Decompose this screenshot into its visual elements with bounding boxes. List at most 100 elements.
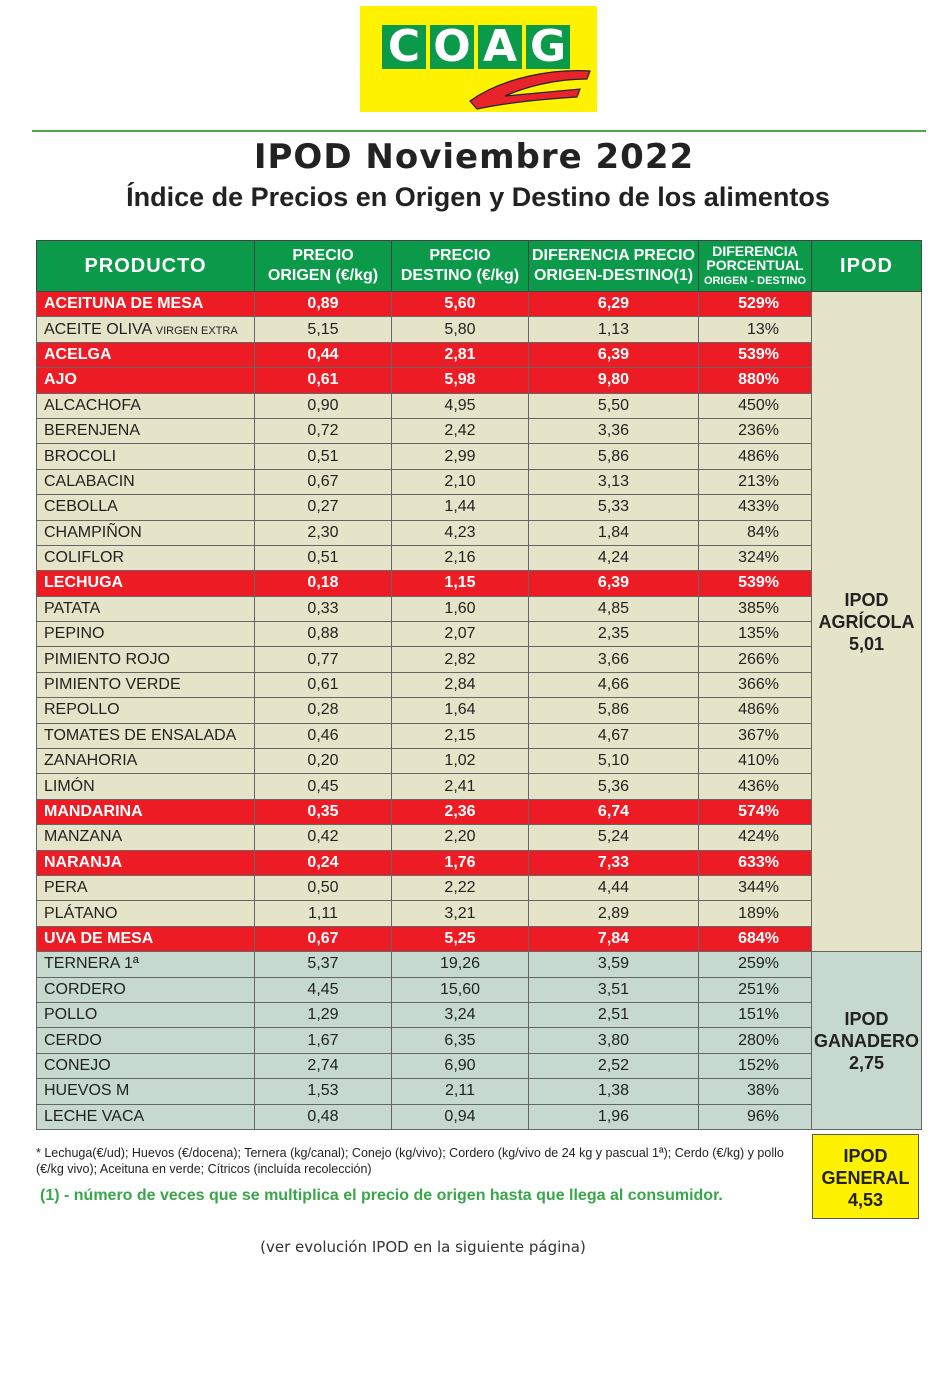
ipod-general-box: IPOD GENERAL 4,53 bbox=[812, 1134, 919, 1219]
table-row: CEBOLLA 0,27 1,44 5,33 433% bbox=[36, 494, 922, 521]
cell-diferencia: 1,13 bbox=[528, 316, 699, 343]
table-row: LIMÓN 0,45 2,41 5,36 436% bbox=[36, 773, 922, 800]
cell-diferencia: 5,86 bbox=[528, 443, 699, 470]
cell-origen: 1,53 bbox=[254, 1078, 392, 1105]
cell-diferencia: 6,39 bbox=[528, 570, 699, 597]
table-row: UVA DE MESA 0,67 5,25 7,84 684% bbox=[36, 925, 922, 953]
cell-origen: 0,27 bbox=[254, 494, 392, 521]
cell-diferencia: 5,33 bbox=[528, 494, 699, 521]
cell-porcentual: 213% bbox=[698, 468, 812, 496]
cell-origen: 0,77 bbox=[254, 646, 392, 673]
cell-origen: 2,74 bbox=[254, 1052, 392, 1080]
cell-producto: BROCOLI bbox=[36, 443, 255, 470]
header-origen: PRECIO ORIGEN (€/kg) bbox=[254, 240, 392, 292]
cell-producto: TERNERA 1ª bbox=[36, 951, 255, 978]
cell-origen: 0,20 bbox=[254, 748, 392, 775]
table-row: COLIFLOR 0,51 2,16 4,24 324% bbox=[36, 544, 922, 572]
table-row: MANDARINA 0,35 2,36 6,74 574% bbox=[36, 798, 922, 826]
table-row: TOMATES DE ENSALADA 0,46 2,15 4,67 367% bbox=[36, 722, 922, 750]
cell-porcentual: 450% bbox=[698, 392, 812, 419]
cell-destino: 4,95 bbox=[391, 392, 529, 419]
cell-producto: PIMIENTO ROJO bbox=[36, 646, 255, 673]
cell-diferencia: 5,50 bbox=[528, 392, 699, 419]
cell-destino: 6,90 bbox=[391, 1052, 529, 1080]
table-row: MANZANA 0,42 2,20 5,24 424% bbox=[36, 824, 922, 851]
cell-porcentual: 424% bbox=[698, 824, 812, 851]
cell-origen: 0,61 bbox=[254, 367, 392, 394]
cell-destino: 3,24 bbox=[391, 1001, 529, 1029]
page-subtitle: Índice de Precios en Origen y Destino de… bbox=[126, 182, 830, 212]
cell-destino: 2,81 bbox=[391, 341, 529, 369]
cell-destino: 2,82 bbox=[391, 646, 529, 673]
cell-producto: ACEITUNA DE MESA bbox=[36, 290, 255, 318]
cell-destino: 3,21 bbox=[391, 900, 529, 927]
table-row: CALABACIN 0,67 2,10 3,13 213% bbox=[36, 468, 922, 496]
table-row: PEPINO 0,88 2,07 2,35 135% bbox=[36, 621, 922, 648]
table-row: PLÁTANO 1,11 3,21 2,89 189% bbox=[36, 900, 922, 927]
cell-diferencia: 1,96 bbox=[528, 1103, 699, 1130]
cell-origen: 0,51 bbox=[254, 544, 392, 572]
cell-origen: 5,15 bbox=[254, 316, 392, 343]
cell-producto: LIMÓN bbox=[36, 773, 255, 800]
cell-porcentual: 280% bbox=[698, 1027, 812, 1054]
cell-producto: REPOLLO bbox=[36, 697, 255, 724]
cell-diferencia: 2,51 bbox=[528, 1001, 699, 1029]
table-row: LECHE VACA 0,48 0,94 1,96 96% bbox=[36, 1103, 922, 1130]
footnote: (1) - número de veces que se multiplica … bbox=[40, 1187, 723, 1204]
cell-porcentual: 324% bbox=[698, 544, 812, 572]
cell-producto: CORDERO bbox=[36, 976, 255, 1003]
cell-producto: ZANAHORIA bbox=[36, 748, 255, 775]
cell-diferencia: 1,84 bbox=[528, 519, 699, 546]
cell-destino: 15,60 bbox=[391, 976, 529, 1003]
cell-destino: 4,23 bbox=[391, 519, 529, 546]
header-producto: PRODUCTO bbox=[36, 240, 255, 292]
cell-destino: 2,84 bbox=[391, 671, 529, 699]
cell-diferencia: 3,51 bbox=[528, 976, 699, 1003]
cell-origen: 0,18 bbox=[254, 570, 392, 597]
cell-destino: 2,11 bbox=[391, 1078, 529, 1105]
cell-producto: CERDO bbox=[36, 1027, 255, 1054]
table-row: PATATA 0,33 1,60 4,85 385% bbox=[36, 595, 922, 623]
header-ipod: IPOD bbox=[811, 240, 922, 292]
cell-origen: 0,51 bbox=[254, 443, 392, 470]
cell-porcentual: 259% bbox=[698, 951, 812, 978]
header-porcentual: DIFERENCIA PORCENTUAL ORIGEN - DESTINO bbox=[698, 240, 812, 292]
cell-porcentual: 436% bbox=[698, 773, 812, 800]
cell-origen: 0,67 bbox=[254, 468, 392, 496]
cell-porcentual: 84% bbox=[698, 519, 812, 546]
cell-diferencia: 4,66 bbox=[528, 671, 699, 699]
table-row: ACELGA 0,44 2,81 6,39 539% bbox=[36, 341, 922, 369]
general-label: IPOD bbox=[843, 1146, 888, 1166]
cell-destino: 5,80 bbox=[391, 316, 529, 343]
units-note: * Lechuga(€/ud); Huevos (€/docena); Tern… bbox=[36, 1146, 784, 1176]
table-row: TERNERA 1ª 5,37 19,26 3,59 259% IPOD GANADERO 2… bbox=[36, 951, 922, 1130]
cell-origen: 0,72 bbox=[254, 417, 392, 445]
cell-origen: 5,37 bbox=[254, 951, 392, 978]
cell-porcentual: 366% bbox=[698, 671, 812, 699]
cell-origen: 2,30 bbox=[254, 519, 392, 546]
cell-porcentual: 251% bbox=[698, 976, 812, 1003]
cell-diferencia: 3,36 bbox=[528, 417, 699, 445]
cell-porcentual: 433% bbox=[698, 494, 812, 521]
cell-destino: 2,10 bbox=[391, 468, 529, 496]
table-row: HUEVOS M 1,53 2,11 1,38 38% bbox=[36, 1078, 922, 1105]
cell-diferencia: 5,10 bbox=[528, 748, 699, 775]
cell-destino: 2,41 bbox=[391, 773, 529, 800]
table-row: ACEITUNA DE MESA 0,89 5,60 6,29 529% IPOD AGRÍ… bbox=[36, 290, 922, 953]
table-row: BERENJENA 0,72 2,42 3,36 236% bbox=[36, 417, 922, 445]
cell-diferencia: 5,36 bbox=[528, 773, 699, 800]
cell-origen: 0,50 bbox=[254, 874, 392, 902]
coag-logo: C O A G bbox=[360, 6, 597, 112]
cell-destino: 2,16 bbox=[391, 544, 529, 572]
cell-producto: HUEVOS M bbox=[36, 1078, 255, 1105]
cell-origen: 0,46 bbox=[254, 722, 392, 750]
cell-destino: 5,25 bbox=[391, 925, 529, 953]
cell-producto: BERENJENA bbox=[36, 417, 255, 445]
table-row: PERA 0,50 2,22 4,44 344% bbox=[36, 874, 922, 902]
cell-porcentual: 152% bbox=[698, 1052, 812, 1080]
cell-origen: 0,88 bbox=[254, 621, 392, 648]
cell-origen: 0,35 bbox=[254, 798, 392, 826]
cell-destino: 1,44 bbox=[391, 494, 529, 521]
cell-diferencia: 6,74 bbox=[528, 798, 699, 826]
cell-producto: NARANJA bbox=[36, 849, 255, 876]
